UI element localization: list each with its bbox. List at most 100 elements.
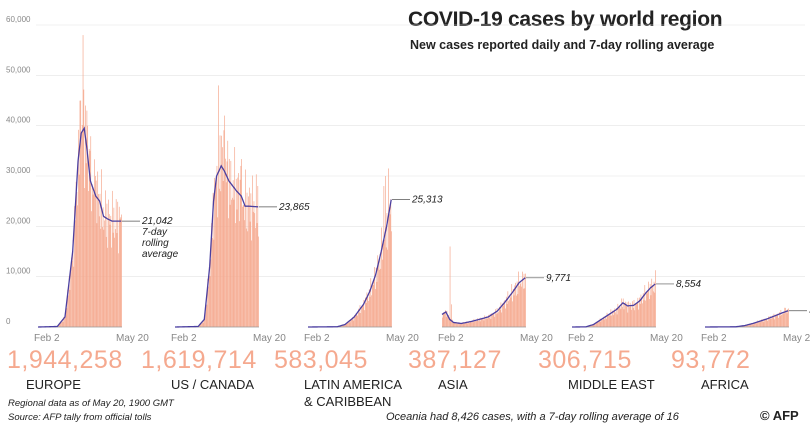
- daily-case-bar: [625, 305, 627, 327]
- daily-case-bar: [772, 315, 773, 327]
- daily-case-bar: [648, 281, 649, 327]
- daily-case-bar: [211, 237, 213, 327]
- daily-case-bar: [748, 324, 750, 327]
- daily-case-bar: [219, 135, 221, 327]
- daily-case-bar: [90, 136, 92, 327]
- daily-case-bar: [464, 322, 466, 327]
- daily-case-bar: [108, 214, 110, 327]
- daily-case-bar: [764, 318, 766, 327]
- daily-case-bar: [597, 322, 599, 327]
- daily-case-bar: [460, 324, 462, 327]
- end-value-label: 9,771: [546, 273, 571, 284]
- end-value-label-line: 23,865: [278, 202, 310, 213]
- daily-case-bar: [509, 294, 511, 327]
- daily-case-bar: [355, 316, 356, 327]
- daily-case-bar: [214, 177, 215, 327]
- daily-case-bar: [467, 323, 469, 327]
- region-total-cases: 387,127: [408, 346, 502, 374]
- daily-case-bar: [762, 321, 763, 327]
- daily-case-bar: [620, 309, 622, 327]
- x-axis-start-label: Feb 2: [701, 333, 727, 344]
- daily-case-bar: [591, 325, 592, 327]
- daily-case-bar: [96, 223, 98, 327]
- daily-case-bar: [502, 305, 504, 327]
- daily-case-bar: [474, 321, 476, 327]
- daily-case-bar: [627, 312, 629, 327]
- daily-case-bar: [107, 247, 109, 327]
- daily-case-bar: [496, 308, 498, 327]
- daily-case-bar: [115, 199, 117, 327]
- daily-case-bar: [66, 308, 68, 327]
- daily-case-bar: [255, 227, 256, 327]
- daily-case-bar: [85, 105, 86, 327]
- daily-case-bar: [233, 199, 235, 327]
- end-value-label-line: 25,313: [411, 195, 443, 206]
- daily-case-bar: [469, 320, 471, 327]
- daily-case-bar: [605, 318, 607, 327]
- daily-case-bar: [785, 307, 786, 327]
- daily-case-bar: [103, 229, 105, 327]
- daily-case-bar: [102, 207, 104, 327]
- daily-case-bar: [765, 318, 767, 327]
- daily-case-bar: [105, 190, 106, 327]
- x-axis-start-label: Feb 2: [304, 333, 330, 344]
- daily-case-bar: [61, 322, 62, 327]
- daily-case-bar: [120, 217, 122, 327]
- daily-case-bar: [349, 322, 351, 327]
- x-axis-start-label: Feb 2: [171, 333, 197, 344]
- daily-case-bar: [449, 246, 451, 327]
- daily-case-bar: [617, 303, 619, 327]
- daily-case-bar: [645, 292, 647, 327]
- daily-case-bar: [603, 316, 605, 327]
- daily-case-bar: [489, 317, 490, 327]
- daily-case-bar: [516, 281, 518, 327]
- daily-case-bar: [787, 309, 789, 327]
- daily-case-bar: [491, 313, 493, 327]
- daily-case-bar: [616, 314, 618, 327]
- daily-case-bar: [58, 325, 59, 327]
- daily-case-bar: [646, 293, 648, 327]
- daily-case-bar: [348, 320, 350, 327]
- x-axis-start-label: Feb 2: [568, 333, 594, 344]
- daily-case-bar: [361, 307, 362, 327]
- daily-case-bar: [475, 321, 477, 327]
- daily-case-bar: [367, 296, 369, 327]
- daily-case-bar: [240, 165, 242, 327]
- daily-case-bar: [622, 306, 623, 327]
- daily-case-bar: [247, 231, 249, 327]
- daily-case-bar: [771, 318, 772, 327]
- daily-case-bar: [625, 301, 626, 327]
- daily-case-bar: [72, 240, 74, 327]
- daily-case-bar: [250, 193, 252, 327]
- daily-case-bar: [772, 317, 774, 327]
- daily-case-bar: [590, 325, 592, 327]
- region-name-line: AFRICA: [701, 377, 749, 392]
- daily-case-bar: [445, 316, 447, 327]
- daily-case-bar: [756, 323, 758, 327]
- daily-case-bar: [745, 325, 746, 327]
- daily-case-bar: [505, 308, 506, 327]
- daily-case-bar: [523, 273, 525, 327]
- daily-case-bar: [512, 301, 513, 327]
- daily-case-bar: [209, 276, 211, 327]
- daily-case-bar: [604, 319, 606, 327]
- daily-case-bar: [215, 186, 216, 327]
- daily-case-bar: [506, 303, 508, 327]
- daily-case-bar: [82, 35, 84, 327]
- y-tick-label: 10,000: [6, 267, 31, 276]
- daily-case-bar: [223, 130, 225, 327]
- daily-case-bar: [119, 218, 121, 327]
- daily-case-bar: [753, 322, 755, 327]
- daily-case-bar: [485, 316, 487, 327]
- region-name: LATIN AMERICA & CARIBBEAN: [304, 376, 402, 410]
- end-value-label-line: rolling: [142, 238, 169, 249]
- daily-case-bar: [227, 140, 229, 327]
- daily-case-bar: [602, 317, 604, 327]
- rolling-average-line: [307, 199, 392, 328]
- daily-case-bar: [606, 312, 608, 327]
- daily-case-bar: [754, 322, 756, 327]
- daily-case-bar: [655, 270, 656, 327]
- daily-case-bar: [596, 322, 598, 327]
- daily-case-bar: [461, 323, 462, 327]
- daily-case-bar: [376, 281, 378, 327]
